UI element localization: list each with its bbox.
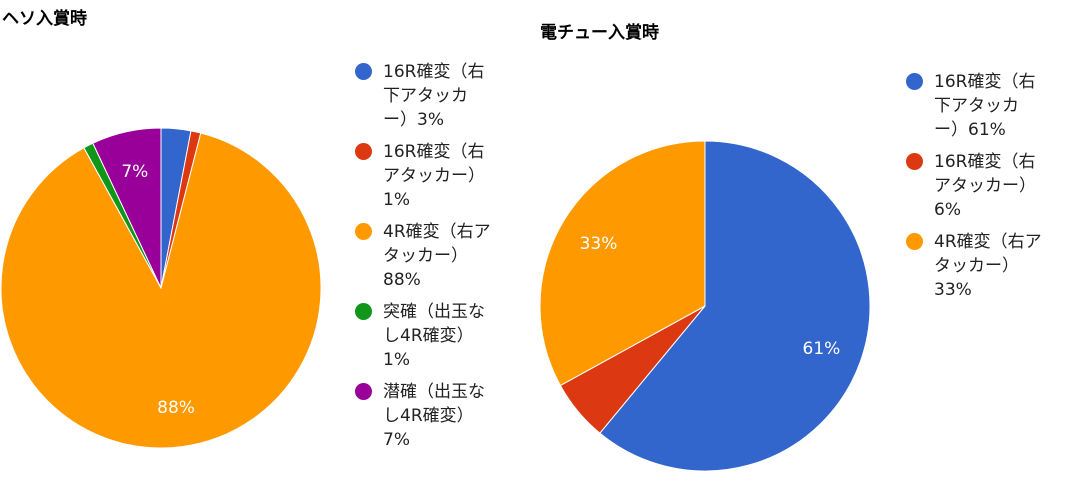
legend-swatch [906,233,923,250]
chart-heso: ヘソ入賞時 88% 7% 16R確変（右 下アタッカ ー）3% 16R確変（右 アタ… [0,0,540,493]
legend-label: 4R確変（右ア タッカー） 88% [383,222,491,290]
legend-swatch [355,303,372,320]
legend-label: 16R確変（右 下アタッカ ー）61% [934,72,1036,140]
legend-label: 16R確変（右 下アタッカ ー）3% [383,62,485,130]
chart-title: ヘソ入賞時 [2,9,87,29]
pie-slice[interactable] [0,132,322,449]
legend-label: 潜確（出玉な し4R確変） 7% [383,382,485,450]
chart-denchu: 電チュー入賞時 61% 33% 16R確変（右 下アタッカ ー）61% 16R確変（… [539,0,1083,493]
pie-slice[interactable] [92,127,162,289]
legend-label: 4R確変（右ア タッカー） 33% [934,232,1042,300]
legend-swatch [355,383,372,400]
legend-label: 16R確変（右 アタッカー） 6% [934,152,1036,220]
legend-item[interactable]: 16R確変（右 下アタッカ ー）3% [355,60,535,132]
legend: 16R確変（右 下アタッカ ー）61% 16R確変（右 アタッカー） 6% 4R確変… [906,70,1081,310]
legend-item[interactable]: 4R確変（右ア タッカー） 88% [355,220,535,292]
legend-swatch [355,223,372,240]
legend-swatch [906,153,923,170]
legend: 16R確変（右 下アタッカ ー）3% 16R確変（右 アタッカー） 1% 4R確変（… [355,60,535,460]
legend-swatch [355,63,372,80]
legend-label: 16R確変（右 アタッカー） 1% [383,142,485,210]
legend-item[interactable]: 16R確変（右 アタッカー） 1% [355,140,535,212]
legend-item[interactable]: 突確（出玉な し4R確変） 1% [355,300,535,372]
legend-swatch [906,73,923,90]
legend-item[interactable]: 潜確（出玉な し4R確変） 7% [355,380,535,452]
slice-data-label: 33% [580,234,618,254]
pie-slice[interactable] [599,140,871,472]
slice-data-label: 7% [121,162,148,182]
pie-chart: 61% 33% [539,140,871,472]
pie-chart: 88% 7% [0,127,322,449]
chart-title: 電チュー入賞時 [540,23,659,43]
pie-slice[interactable] [539,140,706,387]
legend-item[interactable]: 16R確変（右 アタッカー） 6% [906,150,1081,222]
legend-item[interactable]: 16R確変（右 下アタッカ ー）61% [906,70,1081,142]
slice-data-label: 88% [157,398,195,418]
slice-data-label: 61% [803,339,841,359]
legend-item[interactable]: 4R確変（右ア タッカー） 33% [906,230,1081,302]
legend-swatch [355,143,372,160]
legend-label: 突確（出玉な し4R確変） 1% [383,302,485,370]
